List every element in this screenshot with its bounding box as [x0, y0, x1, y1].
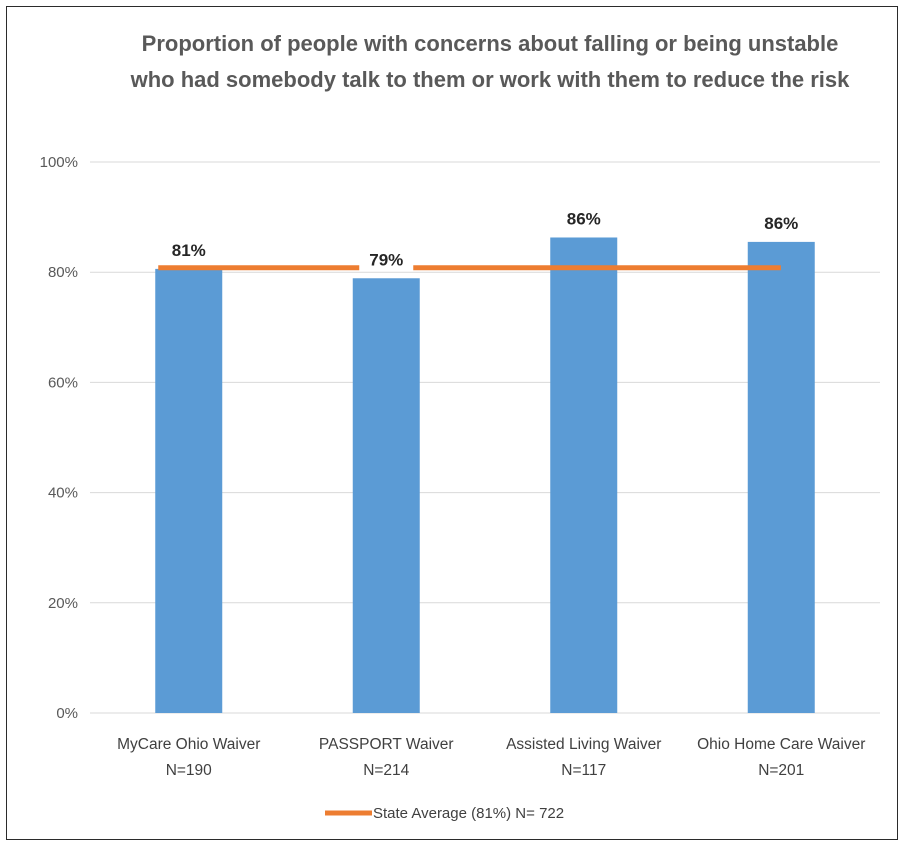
- category-label: PASSPORT Waiver: [319, 736, 454, 753]
- y-tick-label: 40%: [48, 485, 78, 502]
- bar: [550, 237, 618, 713]
- bar: [747, 241, 815, 713]
- y-tick-label: 0%: [56, 705, 78, 722]
- data-label-background: [161, 235, 216, 262]
- data-label: 79%: [369, 250, 403, 269]
- category-sample-size: N=190: [166, 762, 212, 779]
- data-label-background: [754, 208, 809, 235]
- y-tick-label: 100%: [40, 154, 78, 171]
- legend: State Average (81%) N= 722: [325, 805, 564, 822]
- bars: [155, 237, 815, 713]
- data-label: 86%: [567, 209, 601, 228]
- category-label: MyCare Ohio Waiver: [117, 736, 260, 753]
- data-label: 86%: [764, 214, 798, 233]
- chart-title: Proportion of people with concerns about…: [130, 31, 850, 92]
- y-tick-label: 60%: [48, 374, 78, 391]
- category-sample-size: N=117: [561, 762, 606, 779]
- y-axis-ticks: 0% 20% 40% 60% 80% 100%: [40, 154, 78, 722]
- x-axis-categories: MyCare Ohio Waiver N=190 PASSPORT Waiver N=…: [117, 736, 865, 779]
- y-tick-label: 80%: [48, 264, 78, 281]
- data-labels: 81% 79% 86% 86%: [161, 204, 809, 272]
- bar: [155, 268, 223, 713]
- category-label: Ohio Home Care Waiver: [697, 736, 865, 753]
- category-sample-size: N=214: [363, 762, 409, 779]
- category-sample-size: N=201: [758, 762, 804, 779]
- data-label-background: [556, 204, 611, 231]
- data-label: 81%: [172, 241, 206, 260]
- bar: [352, 278, 420, 713]
- category-label: Assisted Living Waiver: [506, 736, 661, 753]
- y-tick-label: 20%: [48, 595, 78, 612]
- data-label-background: [359, 245, 414, 272]
- legend-label: State Average (81%) N= 722: [373, 805, 564, 822]
